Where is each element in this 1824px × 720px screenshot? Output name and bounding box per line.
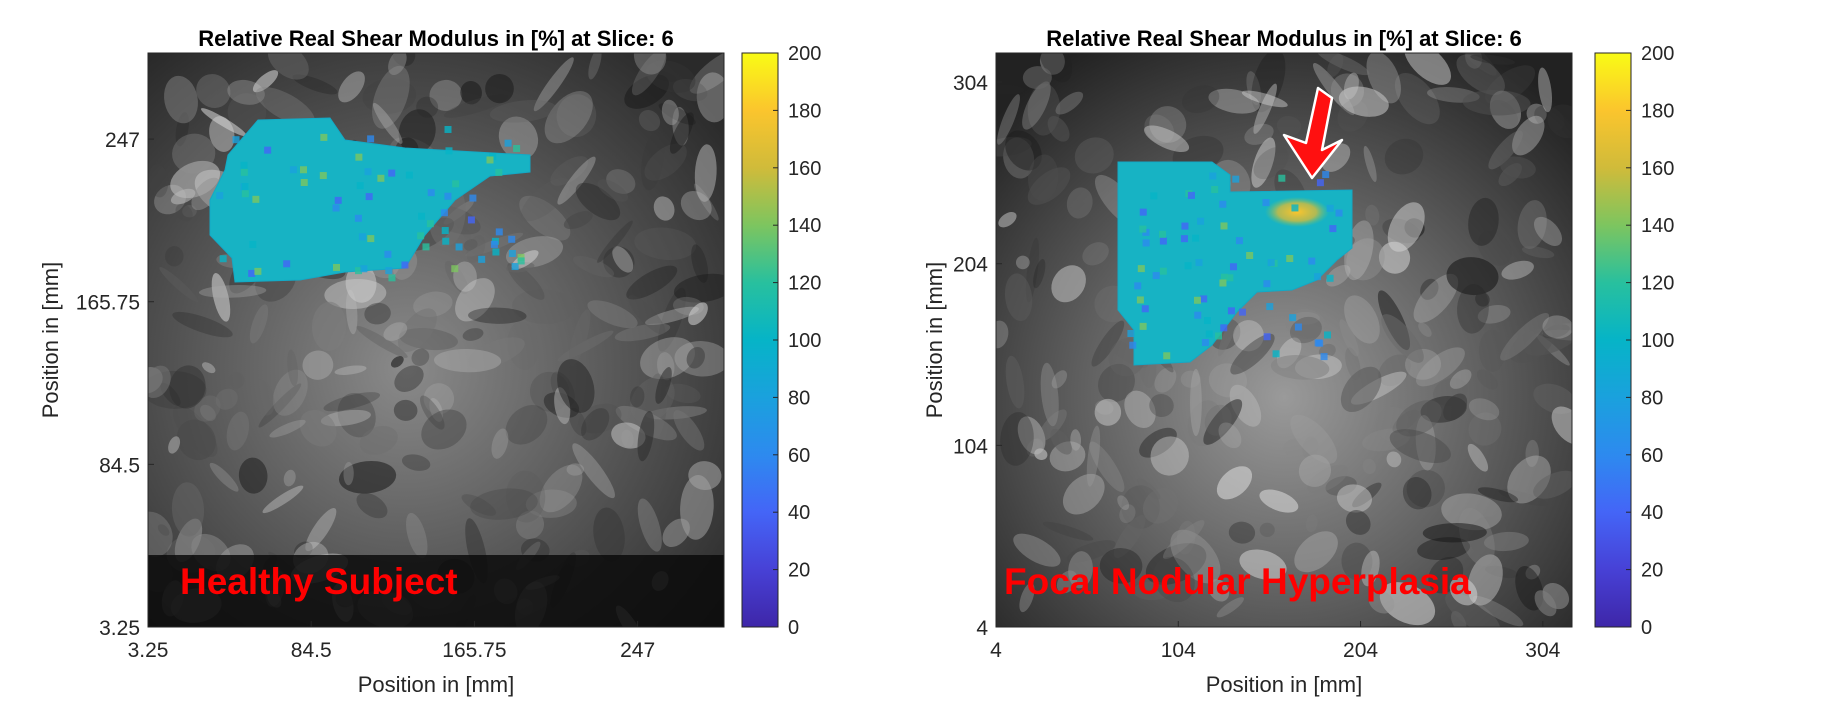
y-tick-label: 84.5 — [99, 454, 140, 477]
chart-fnh-svg: Relative Real Shear Modulus in [%] at Sl… — [922, 26, 1674, 697]
y-tick-label: 304 — [953, 72, 988, 95]
chart-fnh: Relative Real Shear Modulus in [%] at Sl… — [912, 0, 1824, 720]
colorbar-tick-label: 40 — [1641, 502, 1663, 524]
x-tick-label: 104 — [1161, 639, 1196, 662]
y-axis-label: Position in [mm] — [922, 262, 947, 419]
lesion-hotspot — [1265, 197, 1329, 227]
x-tick-label: 304 — [1525, 639, 1560, 662]
x-tick-label: 3.25 — [128, 639, 169, 662]
subject-label: Healthy Subject — [180, 561, 458, 602]
x-tick-label: 165.75 — [442, 639, 506, 662]
colorbar-tick-label: 140 — [1641, 215, 1674, 237]
colorbar-tick-label: 120 — [788, 273, 821, 295]
colorbar-tick-label: 20 — [788, 560, 810, 582]
chart-title: Relative Real Shear Modulus in [%] at Sl… — [1046, 26, 1522, 51]
x-tick-label: 4 — [990, 639, 1002, 662]
plot-frame — [995, 52, 1573, 628]
mri-image — [996, 53, 1572, 627]
y-tick-label: 247 — [105, 129, 140, 152]
y-tick-label: 165.75 — [76, 292, 140, 315]
x-tick-label: 84.5 — [291, 639, 332, 662]
y-tick-label: 204 — [953, 254, 988, 277]
colorbar-tick-label: 160 — [1641, 158, 1674, 180]
y-tick-label: 104 — [953, 435, 988, 458]
colorbar-tick-label: 0 — [788, 617, 799, 639]
colorbar-tick-label: 40 — [788, 502, 810, 524]
colorbar-tick-label: 200 — [1641, 43, 1674, 65]
colorbar-tick-label: 60 — [1641, 445, 1663, 467]
colorbar — [1594, 52, 1632, 628]
colorbar-tick-label: 180 — [788, 100, 821, 122]
chart-healthy-subject: Relative Real Shear Modulus in [%] at Sl… — [38, 26, 821, 697]
mri-image — [148, 53, 724, 627]
colorbar-tick-label: 60 — [788, 445, 810, 467]
y-axis-label: Position in [mm] — [38, 262, 63, 419]
colorbar-tick-label: 100 — [1641, 330, 1674, 352]
x-tick-label: 247 — [620, 639, 655, 662]
colorbar-tick-label: 120 — [1641, 273, 1674, 295]
colorbar-tick-label: 80 — [1641, 387, 1663, 409]
colorbar-tick-label: 180 — [1641, 100, 1674, 122]
colorbar — [741, 52, 779, 628]
x-axis-label: Position in [mm] — [358, 672, 515, 697]
y-tick-label: 3.25 — [99, 617, 140, 640]
colorbar-tick-label: 140 — [788, 215, 821, 237]
x-tick-label: 204 — [1343, 639, 1378, 662]
colorbar-tick-label: 160 — [788, 158, 821, 180]
colorbar-tick-label: 20 — [1641, 560, 1663, 582]
y-tick-label: 4 — [976, 617, 988, 640]
chart-healthy-svg: Relative Real Shear Modulus in [%] at Sl… — [38, 26, 821, 697]
chart-title: Relative Real Shear Modulus in [%] at Sl… — [198, 26, 674, 51]
colorbar-tick-label: 200 — [788, 43, 821, 65]
colorbar-tick-label: 100 — [788, 330, 821, 352]
colorbar-tick-label: 80 — [788, 387, 810, 409]
subject-label: Focal Nodular Hyperplasia — [1004, 561, 1471, 602]
x-axis-label: Position in [mm] — [1206, 672, 1363, 697]
colorbar-tick-label: 0 — [1641, 617, 1652, 639]
lesion-arrow — [1282, 86, 1344, 180]
plot-frame — [147, 52, 725, 628]
